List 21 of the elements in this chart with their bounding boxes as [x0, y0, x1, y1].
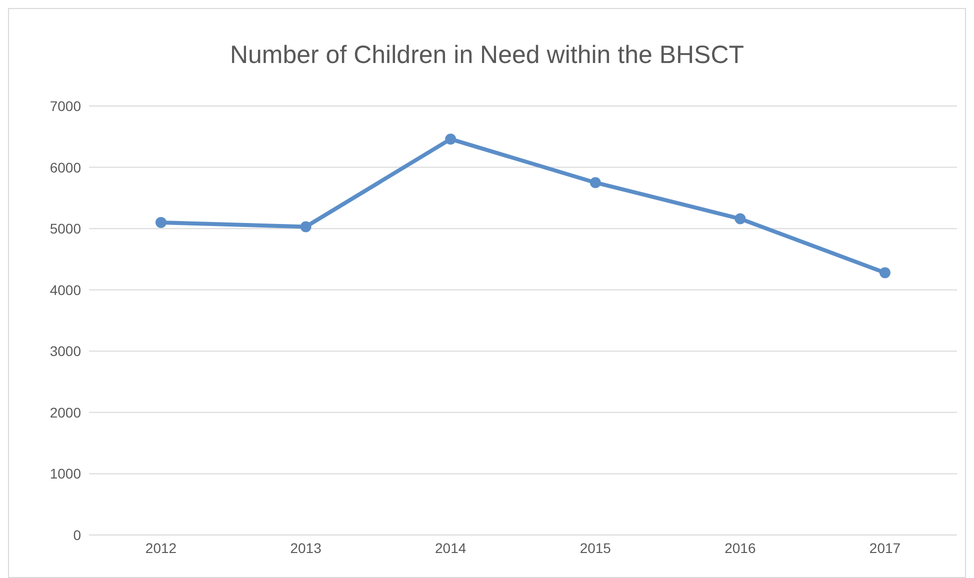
- y-tick-label: 0: [73, 526, 82, 543]
- x-tick-label: 2017: [869, 540, 901, 556]
- point: [156, 216, 166, 228]
- point: [590, 177, 601, 188]
- point: [734, 213, 746, 224]
- y-tick-label: 1000: [50, 466, 82, 482]
- y-tick-label: 3000: [50, 343, 82, 360]
- chart-title: Number of Children in Need within the BHSCT: [228, 41, 746, 70]
- x-tick-label: 2015: [580, 540, 612, 556]
- point: [880, 267, 890, 278]
- x-tick-label: 2016: [724, 540, 756, 556]
- y-tick-label: 7000: [50, 98, 82, 114]
- x-tick-label: 2012: [145, 540, 177, 556]
- x-tick-label: 2013: [290, 540, 322, 556]
- point: [300, 221, 312, 232]
- y-tick-label: 6000: [50, 159, 82, 176]
- y-tick-label: 2000: [50, 404, 82, 420]
- y-tick-label: 4000: [50, 282, 82, 298]
- point: [445, 134, 456, 145]
- x-tick-label: 2014: [435, 540, 466, 556]
- y-tick-label: 5000: [50, 220, 82, 237]
